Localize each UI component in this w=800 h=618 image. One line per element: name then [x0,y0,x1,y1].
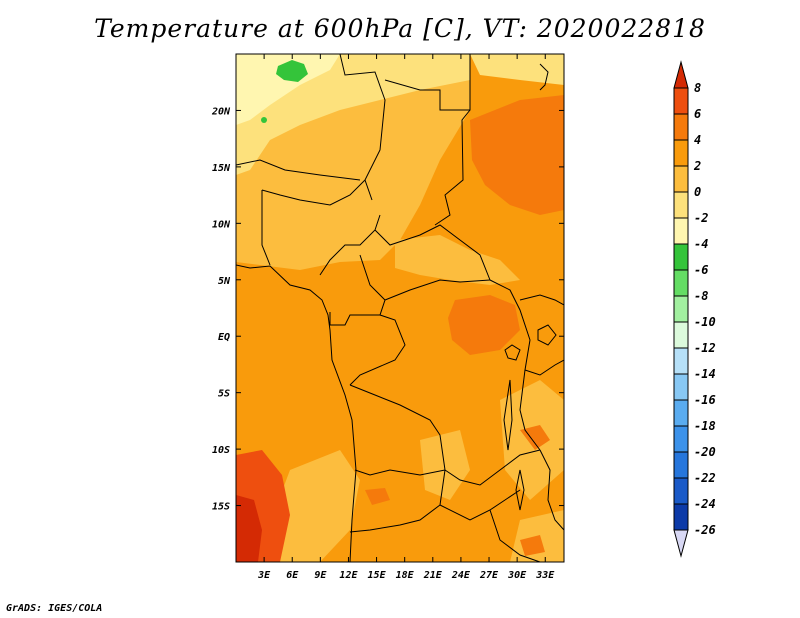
colorbar-swatch [673,165,689,193]
colorbar-swatch [673,503,689,531]
x-tick-label: 30E [507,570,527,581]
colorbar-label: -16 [694,393,716,407]
grads-credit: GrADS: IGES/COLA [6,603,103,614]
colorbar-label: 4 [694,133,701,147]
x-tick-label: 9E [314,570,327,581]
colorbar-swatch [673,87,689,115]
colorbar-top-arrow [673,60,689,89]
colorbar-swatch [673,477,689,505]
colorbar-swatch [673,373,689,401]
y-tick-label: 5N [218,276,231,287]
colorbar-label: 2 [693,159,701,173]
colorbar-label: -24 [694,497,716,511]
colorbar-swatch [673,451,689,479]
colorbar-swatch [673,217,689,245]
x-tick-label: 24E [451,570,471,581]
colorbar-label: 0 [694,185,701,199]
colorbar-swatch [673,321,689,349]
latitude-axis: 20N 15N 10N 5N EQ 5S 10S 15S [211,106,564,513]
x-tick-label: 6E [286,570,299,581]
colorbar: 8 6 4 2 0 -2 -4 -6 -8 -10 -12 -14 -16 -18 -20 -22 -24 -26 [673,60,716,558]
colorbar-swatch [673,295,689,323]
x-tick-label: 15E [368,570,387,581]
y-tick-label: 10S [212,445,230,456]
colorbar-label: -10 [694,315,716,329]
x-tick-label: 33E [535,570,555,581]
colorbar-label: -12 [694,341,716,355]
colorbar-swatch [673,399,689,427]
colorbar-swatch [673,139,689,167]
temperature-field [236,54,564,562]
colorbar-label: -26 [694,523,716,537]
colorbar-swatch [673,425,689,453]
colorbar-label: 8 [694,81,701,95]
colorbar-label: -8 [694,289,708,303]
y-tick-label: 20N [211,106,231,117]
y-tick-label: 15S [212,502,230,513]
x-tick-label: 27E [479,570,499,581]
colorbar-label: 6 [694,107,701,121]
colorbar-label: -14 [694,367,716,381]
longitude-axis: 3E 6E 9E 12E 15E 18E 21E 24E 27E 30E 33E [257,54,555,581]
chart-title: Temperature at 600hPa [C], VT: 202002281… [94,14,706,43]
colorbar-bottom-arrow [673,529,689,558]
colorbar-swatch [673,347,689,375]
colorbar-label: -4 [694,237,708,251]
colorbar-label: -18 [694,419,716,433]
colorbar-swatch [673,243,689,271]
colorbar-label: -20 [694,445,716,459]
y-tick-label: 15N [212,163,231,174]
x-tick-label: 3E [257,570,271,581]
colorbar-swatch [673,269,689,297]
x-tick-label: 12E [339,570,358,581]
colorbar-label: -6 [694,263,708,277]
x-tick-label: 21E [423,570,443,581]
colorbar-swatch [673,113,689,141]
x-tick-label: 18E [396,570,415,581]
map-frame [235,53,565,563]
colorbar-label: -22 [694,471,716,485]
colorbar-label: -2 [694,211,708,225]
y-tick-label: 10N [212,219,231,230]
colorbar-swatch [673,191,689,219]
country-borders [236,54,564,562]
y-tick-label: EQ [218,332,230,343]
y-tick-label: 5S [218,389,230,400]
